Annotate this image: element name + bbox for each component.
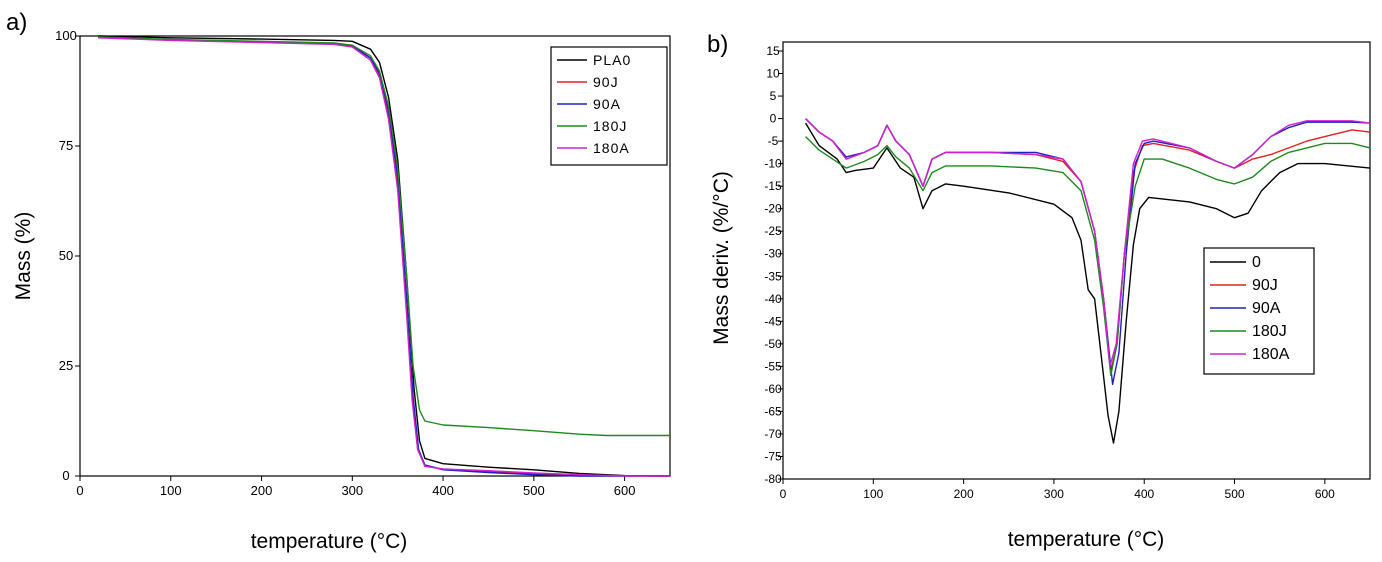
y-tick-label: -5	[768, 134, 779, 148]
x-tick-label: 300	[1044, 487, 1064, 501]
chart-a: a) 0 100 200 300 400 500 600 0 25 50 75 100 PLA0 90J…	[6, 9, 671, 553]
x-tick-label: 400	[432, 483, 454, 498]
x-tick-label: 200	[251, 483, 273, 498]
y-axis-title-b: Mass deriv. (%/°C)	[710, 171, 733, 345]
y-tick-label: -35	[764, 269, 782, 283]
legend-label: 180J	[1252, 323, 1287, 340]
y-tick-label: 0	[62, 468, 69, 483]
y-tick-label: 10	[766, 67, 780, 81]
legend-label: 90A	[593, 96, 621, 112]
series-lines-a	[98, 35, 671, 477]
legend-label: 180A	[1252, 346, 1290, 363]
y-tick-label: -20	[764, 202, 782, 216]
legend-label: 90A	[1252, 300, 1281, 317]
y-tick-label: -80	[764, 472, 782, 486]
legend-label: 180A	[593, 140, 630, 156]
y-tick-label: -15	[764, 179, 782, 193]
y-tick-label: -40	[764, 292, 782, 306]
series-line-180A	[805, 118, 1371, 368]
panel-a-label: a)	[6, 9, 27, 36]
y-tick-label: 25	[59, 358, 73, 373]
chart-b: b) 0 100 200 300 400 500 600-80-75-70-65-60-55…	[707, 31, 1371, 551]
x-tick-label: 400	[1134, 487, 1154, 501]
y-tick-label: 5	[770, 89, 777, 103]
x-tick-label: 600	[614, 483, 636, 498]
legend-label: 90J	[1252, 277, 1278, 294]
x-tick-label: 200	[954, 487, 974, 501]
ticks-a: 0 100 200 300 400 500 600 0 25 50 75 100	[55, 28, 635, 498]
y-tick-label: -70	[764, 427, 782, 441]
y-tick-label: -50	[764, 337, 782, 351]
y-tick-label: -55	[764, 359, 782, 373]
legend-a: PLA0 90J 90A 180J 180A	[550, 46, 668, 166]
panel-b-label: b)	[707, 31, 728, 58]
x-tick-label: 0	[780, 487, 787, 501]
y-tick-label: -45	[764, 314, 782, 328]
legend-label: 180J	[593, 118, 627, 134]
legend-label: PLA0	[593, 52, 631, 68]
legend-box	[1203, 247, 1315, 375]
y-tick-label: -10	[764, 157, 782, 171]
y-axis-title-a: Mass (%)	[12, 212, 35, 301]
x-tick-label: 500	[1225, 487, 1245, 501]
y-tick-label: -65	[764, 404, 782, 418]
x-axis-title-a: temperature (°C)	[251, 530, 408, 553]
x-tick-label: 100	[160, 483, 182, 498]
y-tick-label: 75	[59, 138, 73, 153]
series-line-180A	[98, 37, 670, 477]
ticks-b: 0 100 200 300 400 500 600-80-75-70-65-60-55-50…	[764, 44, 1335, 501]
y-tick-label: -30	[764, 247, 782, 261]
series-line-0	[804, 122, 1371, 444]
legend-label: 0	[1252, 254, 1261, 271]
series-line-180J	[98, 36, 670, 437]
x-tick-label: 0	[76, 483, 83, 498]
x-tick-label: 100	[863, 487, 883, 501]
x-tick-label: 600	[1315, 487, 1335, 501]
y-tick-label: -75	[764, 449, 782, 463]
x-tick-label: 300	[341, 483, 363, 498]
series-line-180J	[805, 136, 1371, 377]
series-lines-b	[804, 118, 1371, 444]
y-tick-label: -60	[764, 382, 782, 396]
y-tick-label: 50	[59, 248, 73, 263]
legend-b: 0 90J 90A 180J 180A	[1203, 247, 1315, 375]
legend-box	[550, 46, 668, 166]
plot-area-b	[782, 41, 1371, 480]
y-tick-label: 100	[55, 28, 77, 43]
y-tick-label: 0	[770, 112, 777, 126]
y-tick-label: -25	[764, 224, 782, 238]
x-tick-label: 500	[523, 483, 545, 498]
legend-label: 90J	[593, 74, 619, 90]
y-tick-label: 15	[766, 44, 780, 58]
x-axis-title-b: temperature (°C)	[1008, 528, 1165, 551]
